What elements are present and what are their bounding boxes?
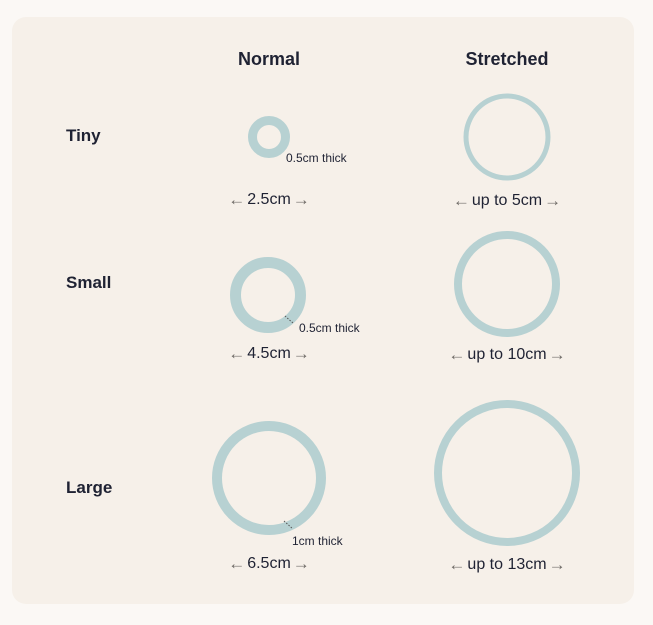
dimension-large-normal: ← 6.5cm → [228,554,310,574]
thickness-label-tiny: 0.5cm thick [286,151,347,165]
arrow-right-icon: → [548,345,566,364]
arrow-left-icon: ← [448,555,466,574]
arrow-left-icon: ← [228,344,246,363]
size-label: up to 13cm [467,556,547,573]
ring-small-normal [230,257,306,333]
size-label: 2.5cm [247,191,291,208]
arrow-right-icon: → [292,344,310,363]
dimension-small-stretched: ← up to 10cm → [448,345,565,365]
arrow-right-icon: → [292,190,310,209]
arrow-left-icon: ← [228,554,246,573]
arrow-left-icon: ← [228,190,246,209]
arrow-right-icon: → [544,191,562,210]
row-label-large: Large [66,478,113,497]
ring-large-normal [212,421,326,535]
ring-small-stretched [454,231,560,337]
arrow-right-icon: → [292,554,310,573]
size-label: up to 5cm [471,192,543,209]
arrow-left-icon: ← [448,345,466,364]
ring-tiny-stretched [463,93,551,181]
dimension-large-stretched: ← up to 13cm → [448,555,565,575]
size-label: 4.5cm [247,345,291,362]
size-label: 6.5cm [247,555,291,572]
arrow-right-icon: → [548,555,566,574]
row-label-small: Small [66,273,112,292]
thickness-marker-large [283,520,294,530]
ring-large-stretched [434,400,580,546]
thickness-label-small: 0.5cm thick [299,321,360,335]
column-header-stretched: Stretched [465,49,549,69]
dimension-small-normal: ← 4.5cm → [228,344,310,364]
arrow-left-icon: ← [452,191,470,210]
thickness-label-large: 1cm thick [292,534,343,548]
size-label: up to 10cm [467,346,547,363]
column-header-normal: Normal [237,49,301,69]
ring-tiny-normal [248,116,290,158]
dimension-tiny-stretched: ← up to 5cm → [453,191,561,211]
size-chart-card [12,17,634,604]
row-label-tiny: Tiny [66,126,101,145]
dimension-tiny-normal: ← 2.5cm → [228,190,310,210]
